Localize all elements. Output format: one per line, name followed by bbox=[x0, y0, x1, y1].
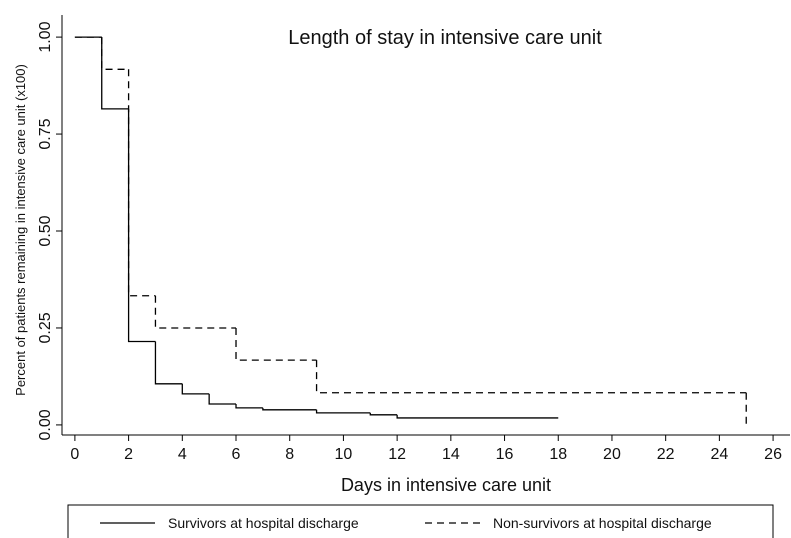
step-segment bbox=[235, 327, 317, 361]
step-segment bbox=[315, 409, 371, 414]
x-tick-label: 2 bbox=[124, 446, 133, 463]
x-tick-label: 8 bbox=[285, 446, 294, 463]
x-tick-label: 26 bbox=[764, 446, 782, 463]
step-segment bbox=[181, 383, 210, 395]
x-tick-label: 18 bbox=[549, 446, 567, 463]
x-tick-label: 24 bbox=[710, 446, 728, 463]
x-tick-label: 12 bbox=[388, 446, 406, 463]
y-tick-label: 0.75 bbox=[37, 118, 54, 149]
x-tick-label: 16 bbox=[496, 446, 514, 463]
y-tick-label: 0.00 bbox=[37, 409, 54, 440]
x-tick-label: 0 bbox=[70, 446, 79, 463]
step-segment bbox=[262, 407, 317, 411]
step-segment bbox=[154, 341, 183, 385]
x-tick-label: 4 bbox=[178, 446, 187, 463]
y-tick-label: 0.50 bbox=[37, 215, 54, 246]
x-tick-label: 14 bbox=[442, 446, 460, 463]
step-segment bbox=[235, 403, 263, 409]
step-segment bbox=[154, 295, 237, 329]
legend-label: Survivors at hospital discharge bbox=[168, 515, 359, 531]
x-tick-label: 6 bbox=[232, 446, 241, 463]
step-segment bbox=[396, 414, 559, 419]
step-segment bbox=[315, 360, 747, 394]
legend-label: Non-survivors at hospital discharge bbox=[493, 515, 712, 531]
chart-title: Length of stay in intensive care unit bbox=[288, 27, 602, 49]
step-segment bbox=[208, 393, 237, 405]
step-segment bbox=[127, 69, 156, 297]
step-segment bbox=[101, 37, 129, 70]
step-segment bbox=[369, 412, 398, 416]
x-tick-label: 22 bbox=[657, 446, 675, 463]
y-axis-label: Percent of patients remaining in intensi… bbox=[13, 64, 28, 396]
legend-box bbox=[67, 504, 774, 538]
x-axis-label: Days in intensive care unit bbox=[341, 475, 551, 495]
step-segment bbox=[127, 108, 156, 343]
x-tick-label: 20 bbox=[603, 446, 621, 463]
step-segment bbox=[101, 37, 129, 110]
y-tick-label: 1.00 bbox=[37, 21, 54, 52]
y-tick-label: 0.25 bbox=[37, 312, 54, 343]
x-tick-label: 10 bbox=[335, 446, 353, 463]
